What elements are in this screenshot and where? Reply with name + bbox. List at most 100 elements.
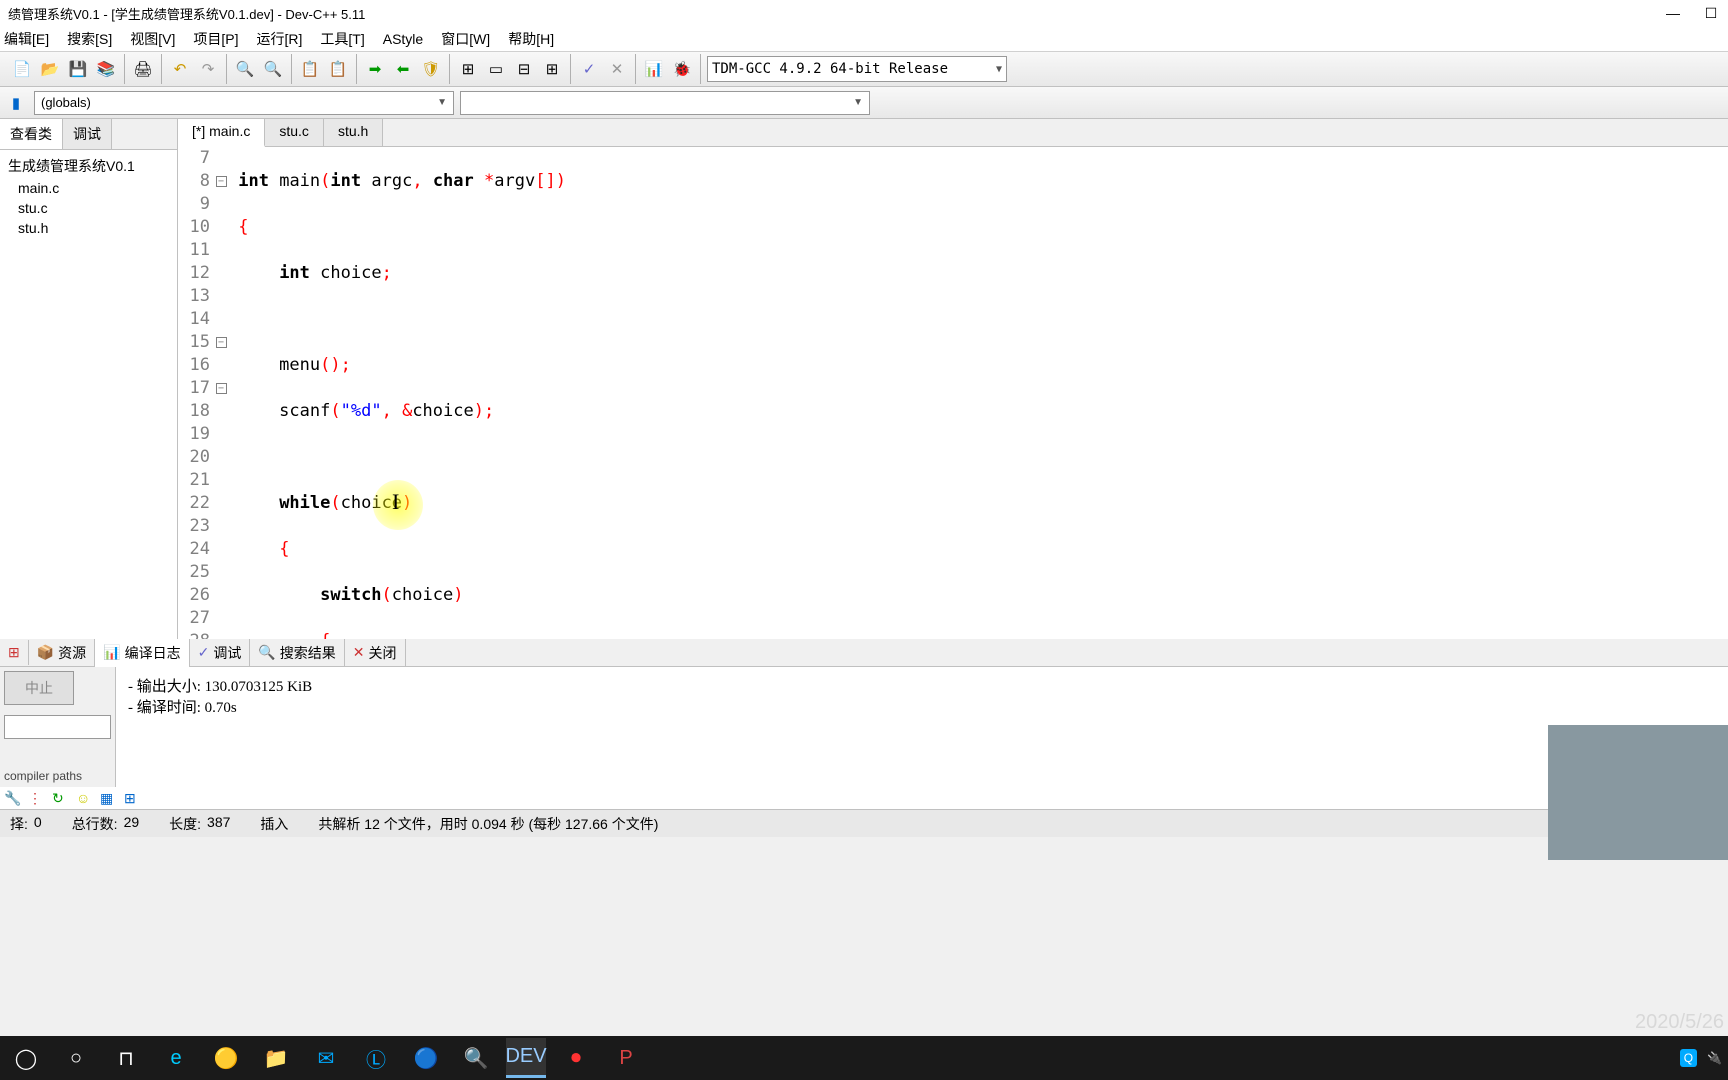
project-root[interactable]: 生成绩管理系统V0.1 — [4, 154, 173, 178]
fold-column: − − − — [214, 147, 228, 639]
compile-select[interactable] — [4, 715, 111, 739]
debug-icon[interactable]: 🐞 — [670, 57, 694, 81]
maximize-button[interactable]: ☐ — [1702, 5, 1720, 22]
page-icon[interactable]: 📋 — [298, 57, 322, 81]
menu-astyle[interactable]: AStyle — [383, 31, 423, 47]
record-icon[interactable]: ⏺ — [556, 1038, 596, 1078]
compile-output: - 输出大小: 130.0703125 KiB - 编译时间: 0.70s — [116, 667, 1728, 787]
taskbar: ◯ ○ ⊓ e 🟡 📁 ✉ Ⓛ 🔵 🔍 DEV ⏺ P Q 🔌 — [0, 1036, 1728, 1080]
tray-q-icon[interactable]: Q — [1680, 1049, 1697, 1067]
app-l-icon[interactable]: Ⓛ — [356, 1038, 396, 1078]
fold-icon[interactable]: − — [216, 337, 227, 348]
editor-tab-stuc[interactable]: stu.c — [265, 119, 324, 146]
editor-tab-main[interactable]: [*] main.c — [178, 119, 265, 147]
redo-icon[interactable]: ↷ — [196, 57, 220, 81]
menu-run[interactable]: 运行[R] — [257, 29, 303, 49]
tab-class-view[interactable]: 查看类 — [0, 119, 63, 149]
window-controls: — ☐ — [1664, 5, 1720, 22]
tab-debug-view[interactable]: 调试 — [63, 119, 112, 149]
compile-controls: 中止 compiler paths — [0, 667, 116, 787]
mail-icon[interactable]: ✉ — [306, 1038, 346, 1078]
menu-window[interactable]: 窗口[W] — [441, 29, 490, 49]
menu-edit[interactable]: 编辑[E] — [4, 29, 49, 49]
replace-icon[interactable]: 🔍 — [261, 57, 285, 81]
save-all-icon[interactable]: 📚 — [94, 57, 118, 81]
devcpp-icon[interactable]: DEV — [506, 1038, 546, 1078]
project-sidebar: 查看类 调试 生成绩管理系统V0.1 main.c stu.c stu.h — [0, 119, 178, 639]
menu-search[interactable]: 搜索[S] — [67, 29, 112, 49]
menu-tools[interactable]: 工具[T] — [320, 29, 364, 49]
page2-icon[interactable]: 📋 — [326, 57, 350, 81]
search-icon[interactable]: 🔍 — [456, 1038, 496, 1078]
btab-search[interactable]: 🔍搜索结果 — [250, 639, 344, 667]
editor-tabs: [*] main.c stu.c stu.h — [178, 119, 1728, 147]
smile-icon[interactable]: ☺ — [76, 790, 92, 806]
btab-resources[interactable]: 📦资源 — [29, 639, 95, 667]
scope-bar: ▮ (globals) ▼ ▼ — [0, 87, 1728, 119]
output-line: - 编译时间: 0.70s — [128, 696, 1716, 717]
main-area: 查看类 调试 生成绩管理系统V0.1 main.c stu.c stu.h [*… — [0, 119, 1728, 639]
compile-icon[interactable]: ⊞ — [456, 57, 480, 81]
timestamp-watermark: 2020/5/26 — [1635, 1011, 1724, 1034]
chrome-icon[interactable]: 🟡 — [206, 1038, 246, 1078]
save-icon[interactable]: 💾 — [66, 57, 90, 81]
btab-close[interactable]: ✕关闭 — [345, 639, 406, 667]
editor-tab-stuh[interactable]: stu.h — [324, 119, 383, 146]
grid-icon[interactable]: ⊞ — [124, 790, 140, 806]
scope-select[interactable]: (globals) ▼ — [34, 91, 454, 115]
run-icon[interactable]: ▭ — [484, 57, 508, 81]
compiler-select[interactable]: TDM-GCC 4.9.2 64-bit Release ▼ — [707, 56, 1007, 82]
rebuild-icon[interactable]: ⊞ — [540, 57, 564, 81]
powerpoint-icon[interactable]: P — [606, 1038, 646, 1078]
btab-compile-log[interactable]: 📊编译日志 — [95, 639, 189, 667]
tree-file[interactable]: stu.h — [4, 218, 173, 238]
goto-out-icon[interactable]: ⬅ — [391, 57, 415, 81]
tree-file[interactable]: stu.c — [4, 198, 173, 218]
fold-icon[interactable]: − — [216, 176, 227, 187]
check-icon[interactable]: ✓ — [577, 57, 601, 81]
open-file-icon[interactable]: 📂 — [38, 57, 62, 81]
webcam-overlay — [1548, 725, 1728, 860]
mini-toolbar: 🔧 ⋮ ↻ ☺ ▦ ⊞ — [0, 787, 1728, 809]
bookmark-icon[interactable]: ▮ — [4, 91, 28, 115]
minimize-button[interactable]: — — [1664, 5, 1682, 21]
dropdown-arrow-icon: ▼ — [437, 97, 447, 108]
dots-icon[interactable]: ⋮ — [28, 790, 44, 806]
undo-icon[interactable]: ↶ — [168, 57, 192, 81]
new-file-icon[interactable]: 📄 — [10, 57, 34, 81]
shield-icon[interactable]: 🛡 — [419, 57, 443, 81]
line-gutter: 7891011121314151617181920212223242526272… — [178, 147, 214, 639]
cortana-icon[interactable]: ○ — [56, 1038, 96, 1078]
box-icon[interactable]: ▦ — [100, 790, 116, 806]
compiler-value: TDM-GCC 4.9.2 64-bit Release — [712, 61, 948, 77]
edge-icon[interactable]: e — [156, 1038, 196, 1078]
toolbar: 📄 📂 💾 📚 🖨 ↶ ↷ 🔍 🔍 📋 📋 ➡ ⬅ 🛡 ⊞ ▭ ⊟ ⊞ ✓ ✕ … — [0, 52, 1728, 87]
compiler-paths-label: compiler paths — [4, 769, 111, 783]
goto-in-icon[interactable]: ➡ — [363, 57, 387, 81]
tree-file[interactable]: main.c — [4, 178, 173, 198]
wrench-icon[interactable]: 🔧 — [4, 790, 20, 806]
menu-project[interactable]: 项目[P] — [193, 29, 238, 49]
find-icon[interactable]: 🔍 — [233, 57, 257, 81]
start-button[interactable]: ◯ — [6, 1038, 46, 1078]
explorer-icon[interactable]: 📁 — [256, 1038, 296, 1078]
code-content[interactable]: int main(int argc, char *argv[]) { int c… — [228, 147, 1728, 639]
taskview-icon[interactable]: ⊓ — [106, 1038, 146, 1078]
menu-view[interactable]: 视图[V] — [130, 29, 175, 49]
tray-power-icon[interactable]: 🔌 — [1707, 1051, 1722, 1065]
close-icon[interactable]: ✕ — [605, 57, 629, 81]
fold-icon[interactable]: − — [216, 383, 227, 394]
scope-value: (globals) — [41, 95, 91, 110]
profile-icon[interactable]: 📊 — [642, 57, 666, 81]
menu-help[interactable]: 帮助[H] — [508, 29, 554, 49]
window-title: 绩管理系统V0.1 - [学生成绩管理系统V0.1.dev] - Dev-C++… — [8, 4, 365, 23]
compile-run-icon[interactable]: ⊟ — [512, 57, 536, 81]
btab-debug[interactable]: ✓调试 — [190, 639, 251, 667]
refresh-icon[interactable]: ↻ — [52, 790, 68, 806]
member-select[interactable]: ▼ — [460, 91, 870, 115]
code-editor[interactable]: 7891011121314151617181920212223242526272… — [178, 147, 1728, 639]
print-icon[interactable]: 🖨 — [131, 57, 155, 81]
btab-something[interactable]: ⊞ — [0, 640, 29, 665]
stop-button[interactable]: 中止 — [4, 671, 74, 705]
app-color-icon[interactable]: 🔵 — [406, 1038, 446, 1078]
